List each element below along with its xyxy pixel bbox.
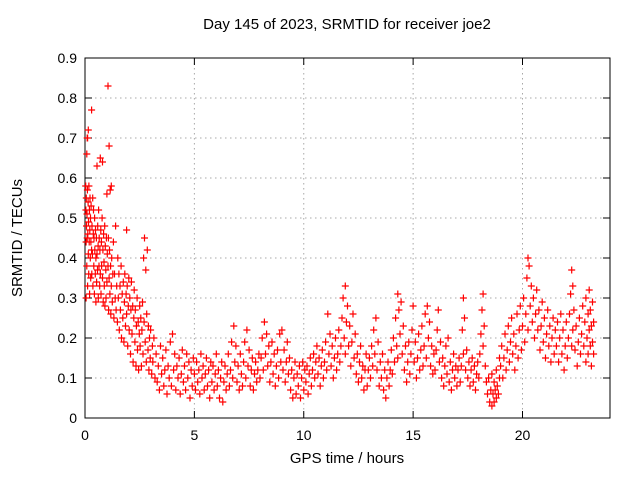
y-tick-label: 0.8 <box>58 90 78 106</box>
x-tick-label: 20 <box>515 427 531 443</box>
y-tick-label: 0.1 <box>58 370 78 386</box>
x-tick-label: 15 <box>405 427 421 443</box>
x-tick-label: 10 <box>296 427 312 443</box>
y-tick-label: 0.5 <box>58 210 78 226</box>
x-axis-label: GPS time / hours <box>290 450 404 467</box>
y-tick-label: 0.4 <box>58 250 78 266</box>
y-tick-label: 0.6 <box>58 170 78 186</box>
scatter-series-markers <box>82 82 598 410</box>
chart-title: Day 145 of 2023, SRMTID for receiver joe… <box>203 16 491 33</box>
axis-tick-labels: 0 5 10 15 20 0 0.1 0.2 0.3 0.4 0.5 0.6 0.7 0.8 0.9 <box>58 50 531 443</box>
y-tick-label: 0.7 <box>58 130 78 146</box>
y-tick-label: 0.9 <box>58 50 78 66</box>
x-tick-label: 5 <box>190 427 198 443</box>
scatter-points <box>82 82 598 410</box>
y-tick-label: 0.2 <box>58 330 78 346</box>
y-tick-label: 0.3 <box>58 290 78 306</box>
y-axis-label: SRMTID / TECUs <box>9 179 26 297</box>
y-tick-label: 0 <box>69 410 77 426</box>
x-tick-label: 0 <box>81 427 89 443</box>
